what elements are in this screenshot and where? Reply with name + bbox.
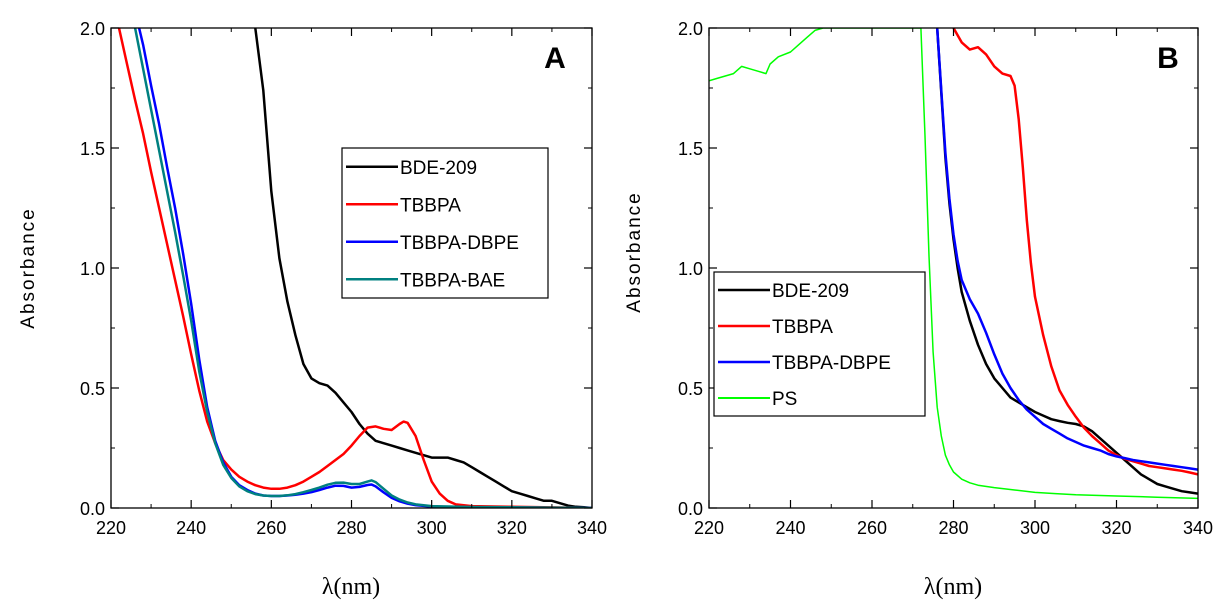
y-tick-label: 0.5	[678, 379, 703, 399]
x-tick-label: 220	[694, 518, 724, 538]
y-axis-label: Absorbance	[18, 207, 39, 328]
x-tick-label: 240	[176, 518, 206, 538]
plot-frame	[708, 27, 1199, 509]
x-axis-label: λ(nm)	[322, 574, 380, 600]
series-line-0	[935, 28, 1198, 495]
y-tick-label: 2.0	[678, 19, 703, 39]
series-line-1	[952, 28, 1198, 476]
legend-label-3: PS	[772, 389, 797, 410]
x-axis-label: λ(nm)	[924, 574, 982, 600]
legend-label-0: BDE-209	[772, 281, 849, 302]
y-tick-label: 1.0	[80, 259, 105, 279]
panel-label: A	[544, 42, 566, 75]
series-line-2	[935, 28, 1198, 471]
x-tick-label: 300	[417, 518, 447, 538]
y-tick-label: 0.0	[678, 499, 703, 519]
series-line-3	[133, 28, 592, 508]
y-tick-label: 2.0	[80, 19, 105, 39]
y-axis-label: Absorbance	[624, 191, 645, 312]
legend-label-0: BDE-209	[400, 158, 477, 179]
panel-a: 220 240 260 280 300 320 340 0.0 0.5 1.0 1.5 2.0 Abso…	[18, 19, 607, 600]
series-line-1	[117, 28, 592, 508]
x-tick-label: 300	[1020, 518, 1050, 538]
y-tick-label: 0.0	[80, 499, 105, 519]
x-tick-label: 320	[497, 518, 527, 538]
x-tick-label: 260	[256, 518, 286, 538]
legend: BDE-209 TBBPA TBBPA-DBPE PS	[713, 271, 926, 417]
panel-label: B	[1157, 42, 1179, 75]
legend-label-1: TBBPA	[400, 195, 461, 216]
x-tick-label: 220	[96, 518, 126, 538]
legend-box	[713, 271, 926, 417]
legend-box	[341, 147, 549, 299]
x-tick-label: 340	[577, 518, 607, 538]
x-tick-label: 320	[1101, 518, 1131, 538]
legend: BDE-209 TBBPA TBBPA-DBPE TBBPA-BAE	[341, 147, 549, 299]
y-tick-label: 1.5	[678, 139, 703, 159]
series-line-3	[709, 28, 1198, 500]
y-tick-label: 1.5	[80, 139, 105, 159]
legend-label-1: TBBPA	[772, 317, 833, 338]
panel-b: 220 240 260 280 300 320 340 0.0 0.5 1.0 1.5 2.0 Abso…	[624, 19, 1213, 600]
series-line-0	[254, 28, 592, 508]
legend-label-2: TBBPA-DBPE	[772, 353, 891, 374]
y-tick-label: 1.0	[678, 259, 703, 279]
y-tick-label: 0.5	[80, 379, 105, 399]
x-tick-label: 280	[938, 518, 968, 538]
x-tick-label: 340	[1183, 518, 1213, 538]
x-tick-label: 260	[857, 518, 887, 538]
x-tick-label: 240	[775, 518, 805, 538]
legend-label-3: TBBPA-BAE	[400, 270, 505, 291]
legend-label-2: TBBPA-DBPE	[400, 233, 519, 254]
x-tick-label: 280	[336, 518, 366, 538]
